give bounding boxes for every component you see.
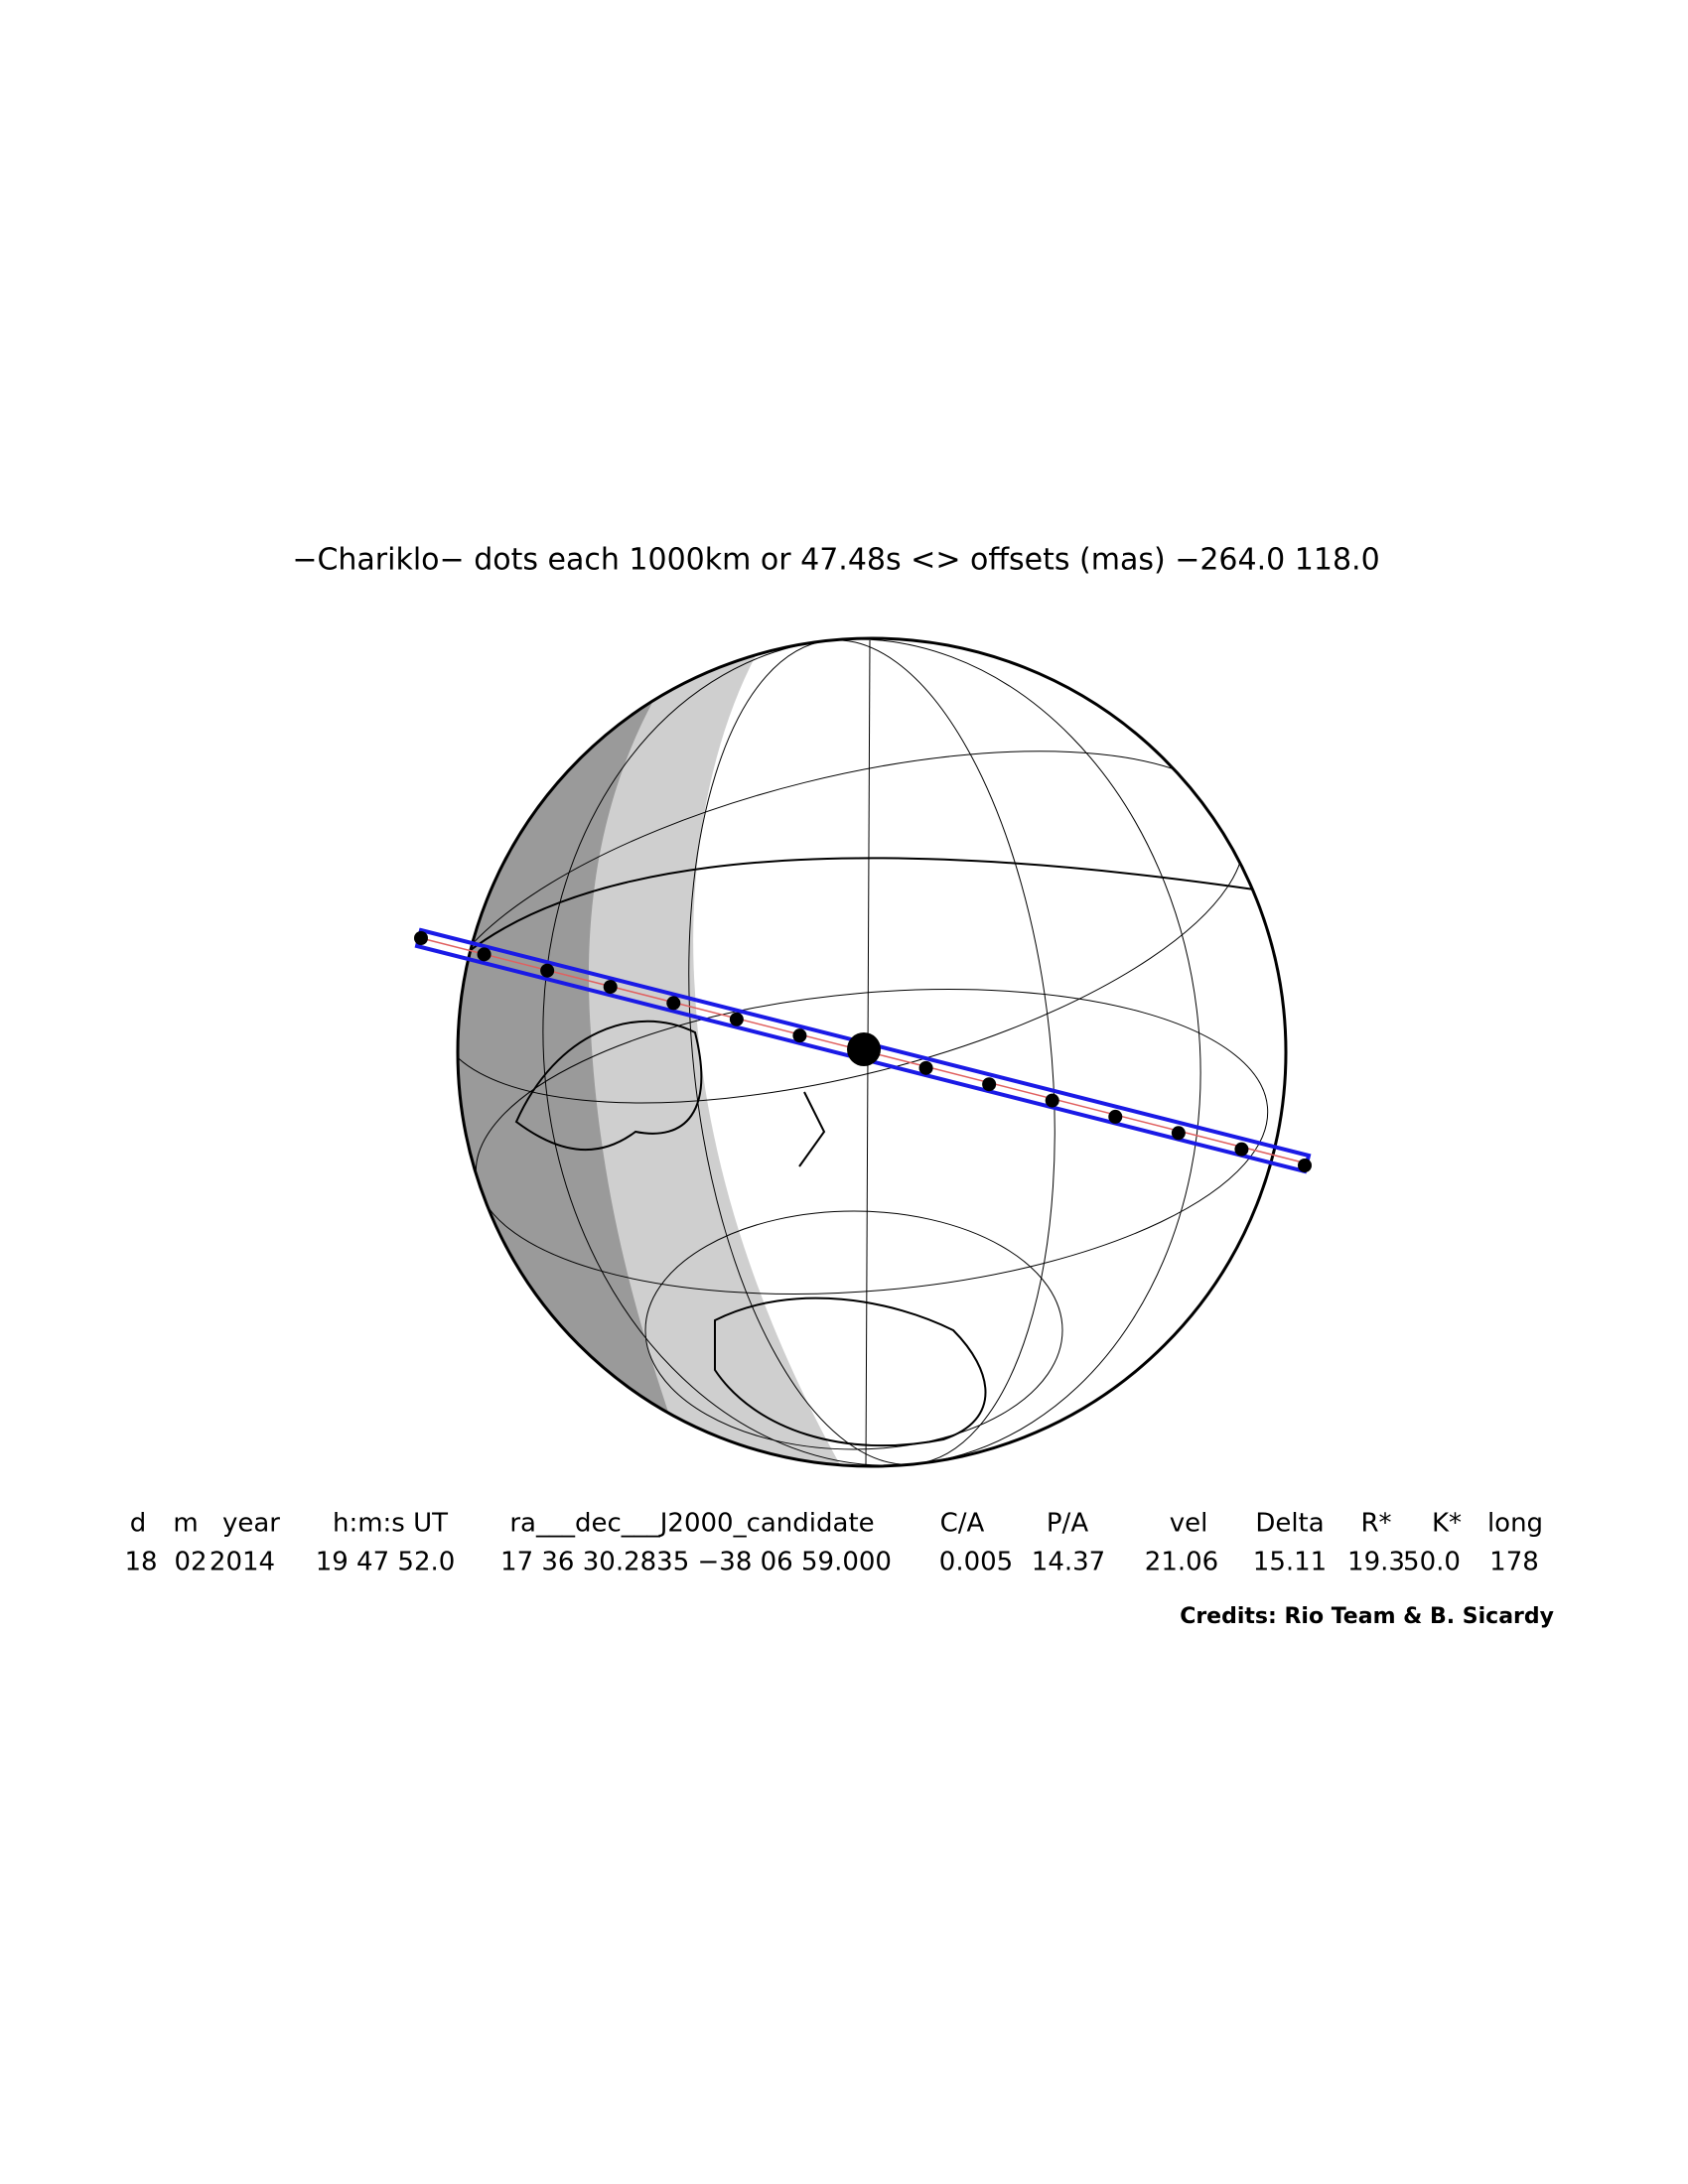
table-value: 50.0 bbox=[1403, 1548, 1461, 1577]
path-dot bbox=[603, 980, 618, 995]
table-header: Delta bbox=[1255, 1509, 1324, 1539]
map-title: −Chariklo− dots each 1000km or 47.48s <>… bbox=[292, 543, 1379, 578]
table-value: 14.37 bbox=[1032, 1548, 1105, 1577]
table-header: year bbox=[222, 1509, 280, 1539]
path-dot bbox=[477, 947, 492, 962]
path-dot bbox=[982, 1077, 997, 1092]
table-header: d bbox=[130, 1509, 147, 1539]
table-value: 0.005 bbox=[939, 1548, 1013, 1577]
table-value: 21.06 bbox=[1145, 1548, 1218, 1577]
path-dot bbox=[1234, 1142, 1249, 1157]
table-header: ra___dec___J2000_candidate bbox=[509, 1509, 874, 1539]
event-table: d m year h:m:s UT ra___dec___J2000_candidate… bbox=[124, 1509, 1543, 1577]
table-header: m bbox=[173, 1509, 198, 1539]
table-header: vel bbox=[1170, 1509, 1208, 1539]
path-dots bbox=[414, 931, 1312, 1172]
path-dot bbox=[1298, 1159, 1312, 1172]
table-value: 17 36 30.2835 −38 06 59.000 bbox=[500, 1548, 892, 1577]
table-header: P/A bbox=[1047, 1509, 1088, 1539]
table-value: 18 bbox=[124, 1548, 157, 1577]
table-value: 19.3 bbox=[1347, 1548, 1405, 1577]
table-header: K* bbox=[1432, 1509, 1462, 1539]
path-dot bbox=[540, 963, 555, 978]
credits: Credits: Rio Team & B. Sicardy bbox=[1180, 1604, 1554, 1629]
globe bbox=[456, 636, 1288, 1468]
table-value: 19 47 52.0 bbox=[316, 1548, 456, 1577]
path-dot bbox=[1045, 1093, 1059, 1108]
path-dot bbox=[1108, 1109, 1123, 1124]
path-dot bbox=[414, 931, 428, 945]
path-dot bbox=[792, 1028, 807, 1043]
path-dot bbox=[1171, 1126, 1186, 1141]
table-header: h:m:s UT bbox=[333, 1509, 448, 1539]
table-header: C/A bbox=[940, 1509, 985, 1539]
table-header: long bbox=[1487, 1509, 1543, 1539]
table-value: 2014 bbox=[210, 1548, 275, 1577]
path-dot bbox=[666, 996, 681, 1011]
table-value: 02 bbox=[174, 1548, 207, 1577]
path-dot bbox=[918, 1060, 933, 1075]
central-dot bbox=[847, 1032, 881, 1066]
table-header: R* bbox=[1360, 1509, 1391, 1539]
path-dot bbox=[729, 1012, 744, 1026]
table-value: 178 bbox=[1489, 1548, 1539, 1577]
table-value: 15.11 bbox=[1253, 1548, 1327, 1577]
